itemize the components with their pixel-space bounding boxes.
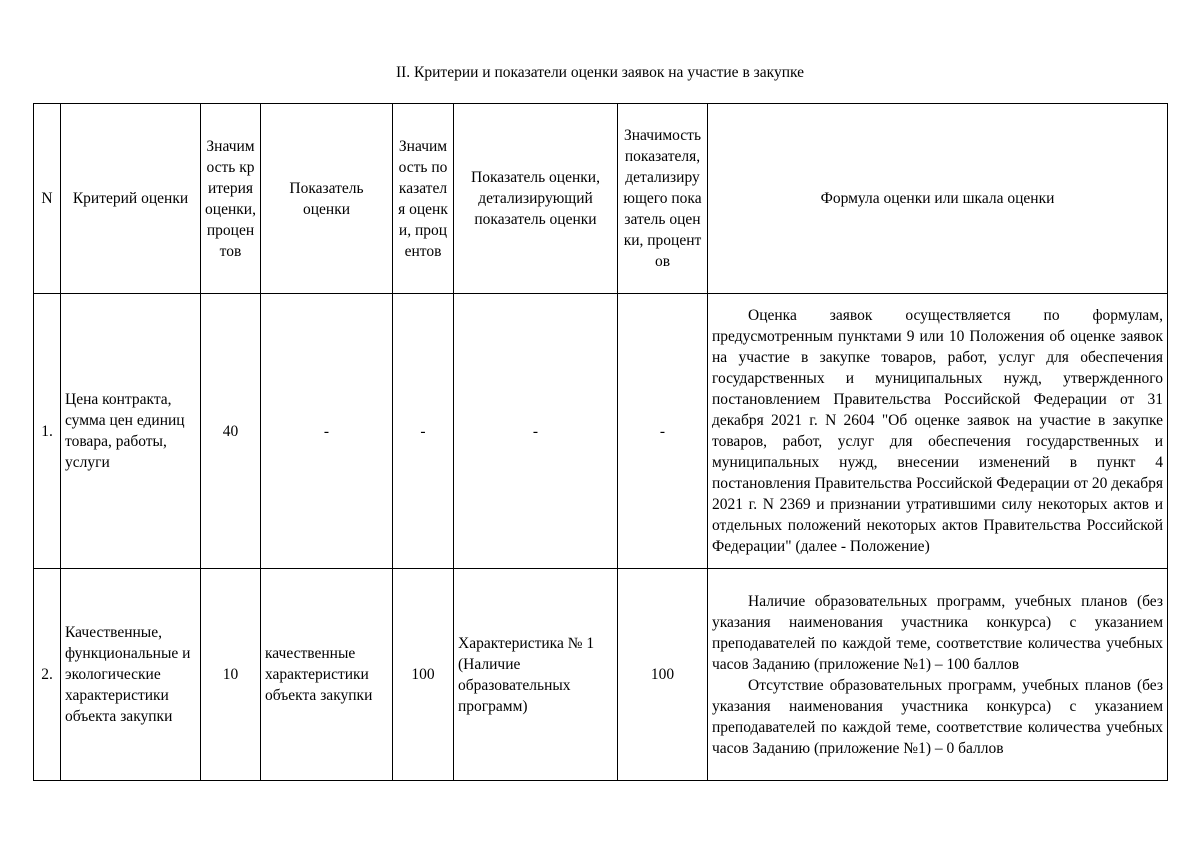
header-number: N: [33, 103, 61, 294]
header-detail-indicator: Показатель оценки, детализирующий показа…: [453, 103, 618, 294]
row1-formula-paragraph: Оценка заявок осуществляется по формулам…: [712, 307, 1163, 555]
header-formula: Формула оценки или шкала оценки: [707, 103, 1168, 294]
row1-number: 1.: [33, 293, 61, 569]
header-criterion-weight: Значимость критерия оценки, процентов: [200, 103, 261, 294]
row1-formula: Оценка заявок осуществляется по формулам…: [707, 293, 1168, 569]
row1-detail-indicator: -: [453, 293, 618, 569]
row2-criterion-weight: 10: [200, 568, 261, 781]
row2-formula-paragraph: Наличие образовательных программ, учебны…: [712, 592, 1163, 673]
row1-criterion: Цена контракта, сумма цен единиц товара,…: [60, 293, 201, 569]
row2-formula: Наличие образовательных программ, учебны…: [707, 568, 1168, 781]
table-header-row: N Критерий оценки Значимость критерия оц…: [33, 103, 1168, 294]
row2-criterion: Качественные, функциональные и экологиче…: [60, 568, 201, 781]
criteria-table: N Критерий оценки Значимость критерия оц…: [33, 103, 1168, 781]
header-indicator: Показатель оценки: [260, 103, 393, 294]
row2-detail-indicator-weight: 100: [617, 568, 708, 781]
row1-indicator: -: [260, 293, 393, 569]
table-row-2: 2. Качественные, функциональные и эколог…: [33, 568, 1168, 781]
table-row-1: 1. Цена контракта, сумма цен единиц това…: [33, 293, 1168, 569]
header-detail-indicator-weight: Значимость показателя, детализирующего п…: [617, 103, 708, 294]
row1-indicator-weight: -: [392, 293, 454, 569]
header-indicator-weight: Значимость показателя оценки, процентов: [392, 103, 454, 294]
section-title: II. Критерии и показатели оценки заявок …: [395, 64, 805, 81]
row1-detail-indicator-weight: -: [617, 293, 708, 569]
row2-detail-indicator: Характеристика № 1 (Наличие образователь…: [453, 568, 618, 781]
row2-number: 2.: [33, 568, 61, 781]
row2-formula-paragraph: Отсутствие образовательных программ, уче…: [712, 676, 1163, 757]
row2-indicator-weight: 100: [392, 568, 454, 781]
row2-indicator: качественные характеристики объекта заку…: [260, 568, 393, 781]
row1-criterion-weight: 40: [200, 293, 261, 569]
header-criterion: Критерий оценки: [60, 103, 201, 294]
